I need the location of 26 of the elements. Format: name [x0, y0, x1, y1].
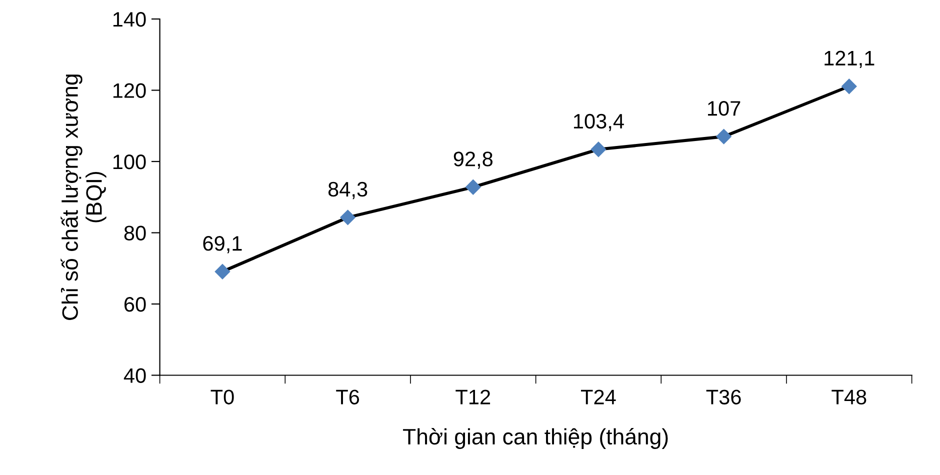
x-tick-label: T0: [210, 390, 234, 404]
point: [716, 128, 732, 144]
point: [842, 78, 857, 94]
x-tick-label: T36: [706, 390, 741, 404]
y-tick-label: 60: [124, 297, 146, 312]
x-tick-label: T6: [336, 390, 360, 404]
point: [340, 210, 356, 225]
data-label: 84,3: [328, 182, 368, 200]
point: [214, 264, 230, 280]
y-tick-label: 100: [113, 154, 146, 170]
data-label: 107: [708, 101, 740, 116]
point: [590, 142, 606, 157]
data-label: 121,1: [824, 50, 874, 68]
x-tick-label: T12: [456, 390, 490, 404]
y-tick-label: 40: [124, 368, 146, 384]
point: [466, 180, 481, 195]
y-tick-label: 140: [113, 12, 146, 27]
x-tick-label: T24: [580, 390, 616, 404]
x-axis-title: Thời gian can thiệp (tháng): [403, 428, 668, 449]
x-tick-label: T48: [832, 390, 866, 404]
y-tick-label: 120: [113, 83, 146, 98]
data-label: 92,8: [454, 152, 493, 169]
data-label: 69,1: [203, 236, 242, 254]
y-axis-title: Chỉ số chất lượng xương (BQI): [60, 74, 106, 320]
data-label: 103,4: [574, 114, 624, 132]
y-tick-label: 80: [124, 226, 146, 241]
